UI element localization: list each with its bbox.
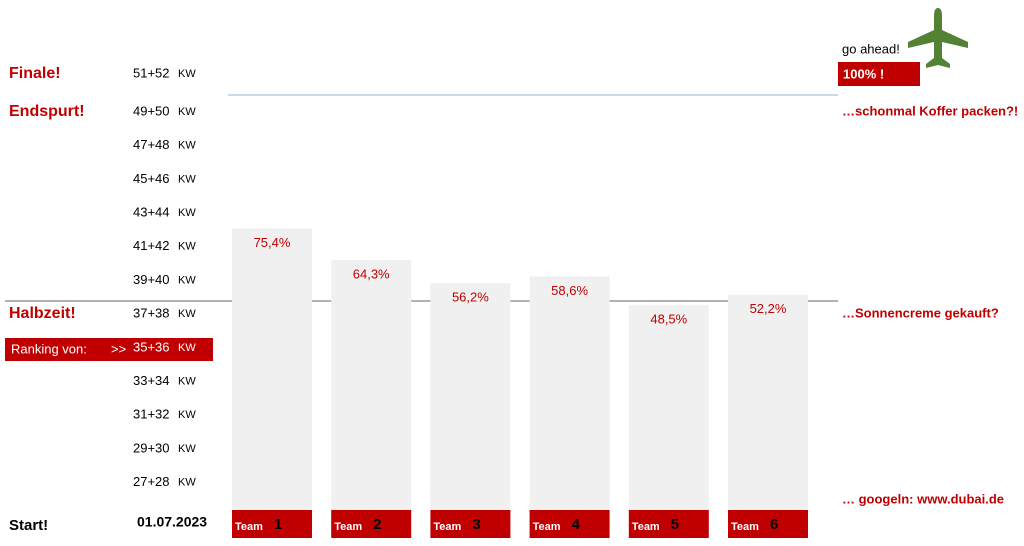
week-label: 49+50 [133,103,170,118]
week-label: 33+34 [133,373,170,388]
week-unit: KW [178,274,196,286]
ranking-arrow: >> [111,341,126,356]
value-label: 56,2% [452,290,489,305]
week-unit: KW [178,443,196,455]
halbzeit-label: Halbzeit! [9,305,76,322]
week-label: 37+38 [133,306,170,321]
value-label: 48,5% [650,312,687,327]
finale-label: Finale! [9,65,61,82]
endspurt-label: Endspurt! [9,103,85,120]
go-label: go ahead! [842,41,900,56]
week-label: 45+46 [133,171,170,186]
week-label: 29+30 [133,440,170,455]
ranking-box [5,338,213,361]
week-unit: KW [178,68,196,80]
bar [529,276,610,510]
week-unit: KW [178,376,196,388]
team-number: 2 [373,516,381,533]
team-box [728,510,808,538]
sonne-label: …Sonnencreme gekauft? [842,305,999,320]
start-label: Start! [9,517,48,534]
value-label: 52,2% [750,301,787,316]
team-word: Team [433,521,461,533]
ranking-label: Ranking von: [11,341,87,356]
week-label: 27+28 [133,474,170,489]
week-unit: KW [178,342,196,354]
week-unit: KW [178,308,196,320]
full-box [838,62,920,86]
airplane-icon [908,8,968,68]
bar [728,294,808,510]
week-label: 43+44 [133,205,170,220]
team-number: 3 [472,516,480,533]
bar [232,228,312,510]
team-word: Team [731,521,759,533]
team-number: 1 [274,516,282,533]
week-unit: KW [178,409,196,421]
week-label: 51+52 [133,65,170,80]
week-label: 39+40 [133,272,170,287]
start-date: 01.07.2023 [137,514,207,530]
team-box [628,510,709,538]
bar [331,260,412,510]
team-box [529,510,610,538]
team-number: 6 [770,516,778,533]
week-label: 31+32 [133,407,170,422]
team-box [331,510,412,538]
team-box [232,510,312,538]
value-label: 58,6% [551,283,588,298]
value-label: 75,4% [254,235,291,250]
week-unit: KW [178,241,196,253]
bar [430,283,511,510]
week-unit: KW [178,207,196,219]
week-label: 35+36 [133,339,170,354]
full-label: 100% ! [843,66,884,81]
google-label: … googeln: www.dubai.de [842,491,1004,506]
team-word: Team [533,521,561,533]
team-box [430,510,511,538]
team-number: 5 [671,516,679,533]
koffer-label: …schonmal Koffer packen?! [842,103,1018,118]
team-number: 4 [572,516,581,533]
week-unit: KW [178,173,196,185]
week-unit: KW [178,140,196,152]
week-label: 47+48 [133,137,170,152]
team-word: Team [632,521,660,533]
team-word: Team [334,521,362,533]
value-label: 64,3% [353,267,390,282]
week-unit: KW [178,106,196,118]
team-word: Team [235,521,263,533]
week-label: 41+42 [133,238,170,253]
bar [628,305,709,510]
week-unit: KW [178,477,196,489]
